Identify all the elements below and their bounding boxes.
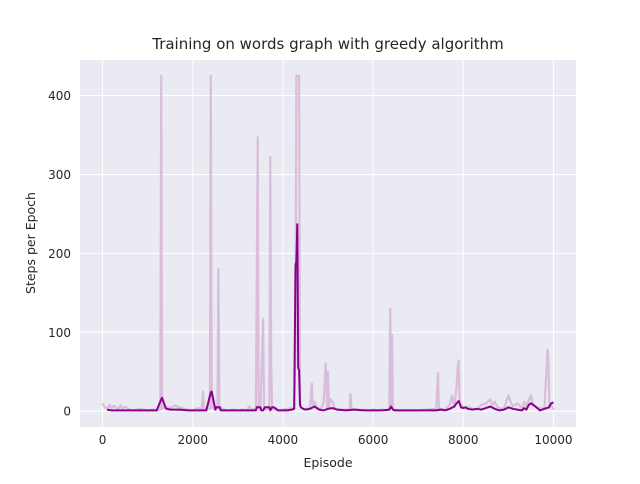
x-tick-label: 6000 xyxy=(358,433,389,447)
smoothed-steps-line xyxy=(106,223,554,412)
y-tick-label: 200 xyxy=(48,247,71,261)
series-layer xyxy=(101,74,555,412)
x-tick-label: 10000 xyxy=(534,433,572,447)
x-tick-label: 2000 xyxy=(177,433,208,447)
y-axis-label: Steps per Epoch xyxy=(23,192,38,294)
y-tick-label: 400 xyxy=(48,89,71,103)
x-tick-label: 0 xyxy=(99,433,107,447)
x-axis-label: Episode xyxy=(303,455,352,470)
x-tick-label: 4000 xyxy=(268,433,299,447)
x-tick-label: 8000 xyxy=(448,433,479,447)
tick-labels: 0 2000 4000 6000 8000 10000 0 100 200 300 400 xyxy=(48,89,572,447)
chart-title: Training on words graph with greedy algo… xyxy=(151,35,504,53)
y-tick-label: 0 xyxy=(63,405,71,419)
y-tick-label: 300 xyxy=(48,168,71,182)
y-tick-label: 100 xyxy=(48,326,71,340)
